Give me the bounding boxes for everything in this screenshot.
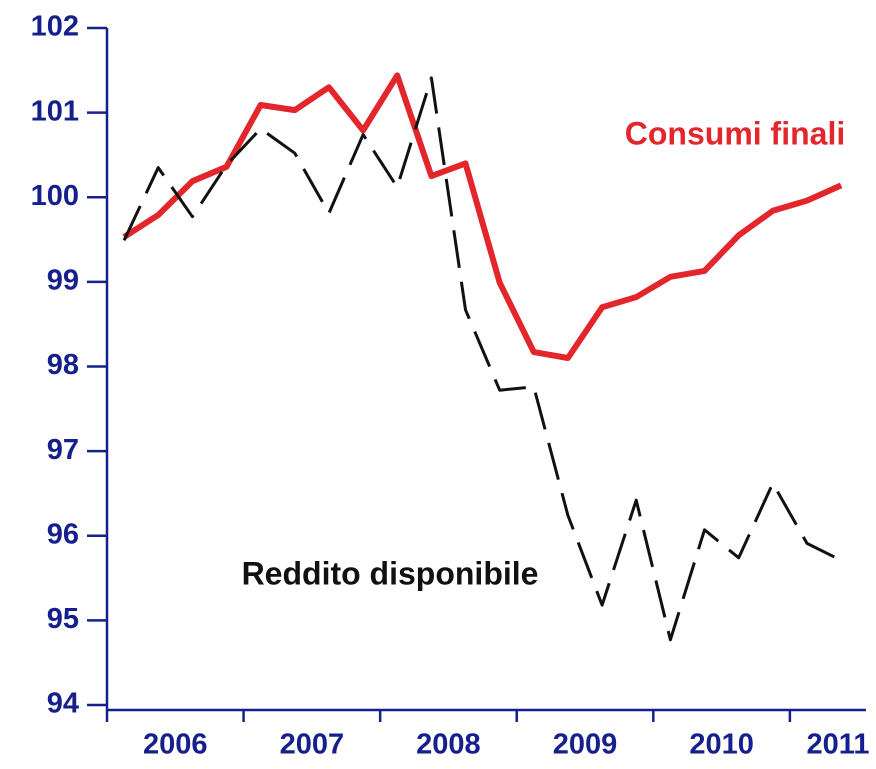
y-tick-label: 97 [47, 434, 79, 466]
y-tick-label: 101 [31, 95, 79, 127]
series-line [122, 72, 843, 361]
x-tick-label: 2007 [280, 729, 345, 761]
x-tick-label: 2009 [553, 729, 618, 761]
y-tick-label: 95 [47, 603, 79, 635]
series-label: Consumi finali [625, 115, 845, 151]
x-tick-label: 2008 [416, 729, 481, 761]
y-tick-label: 102 [31, 11, 79, 43]
x-tick-label: 2006 [143, 729, 208, 761]
y-tick-label: 99 [47, 265, 79, 297]
y-tick-label: 98 [47, 349, 79, 381]
y-tick-label: 100 [31, 180, 79, 212]
series-line [122, 76, 842, 642]
x-tick-label: 2010 [689, 729, 754, 761]
x-tick-label: 2011 [807, 729, 870, 761]
y-tick-label: 96 [47, 518, 79, 550]
series-label: Reddito disponibile [242, 555, 539, 591]
y-tick-label: 94 [47, 688, 79, 720]
